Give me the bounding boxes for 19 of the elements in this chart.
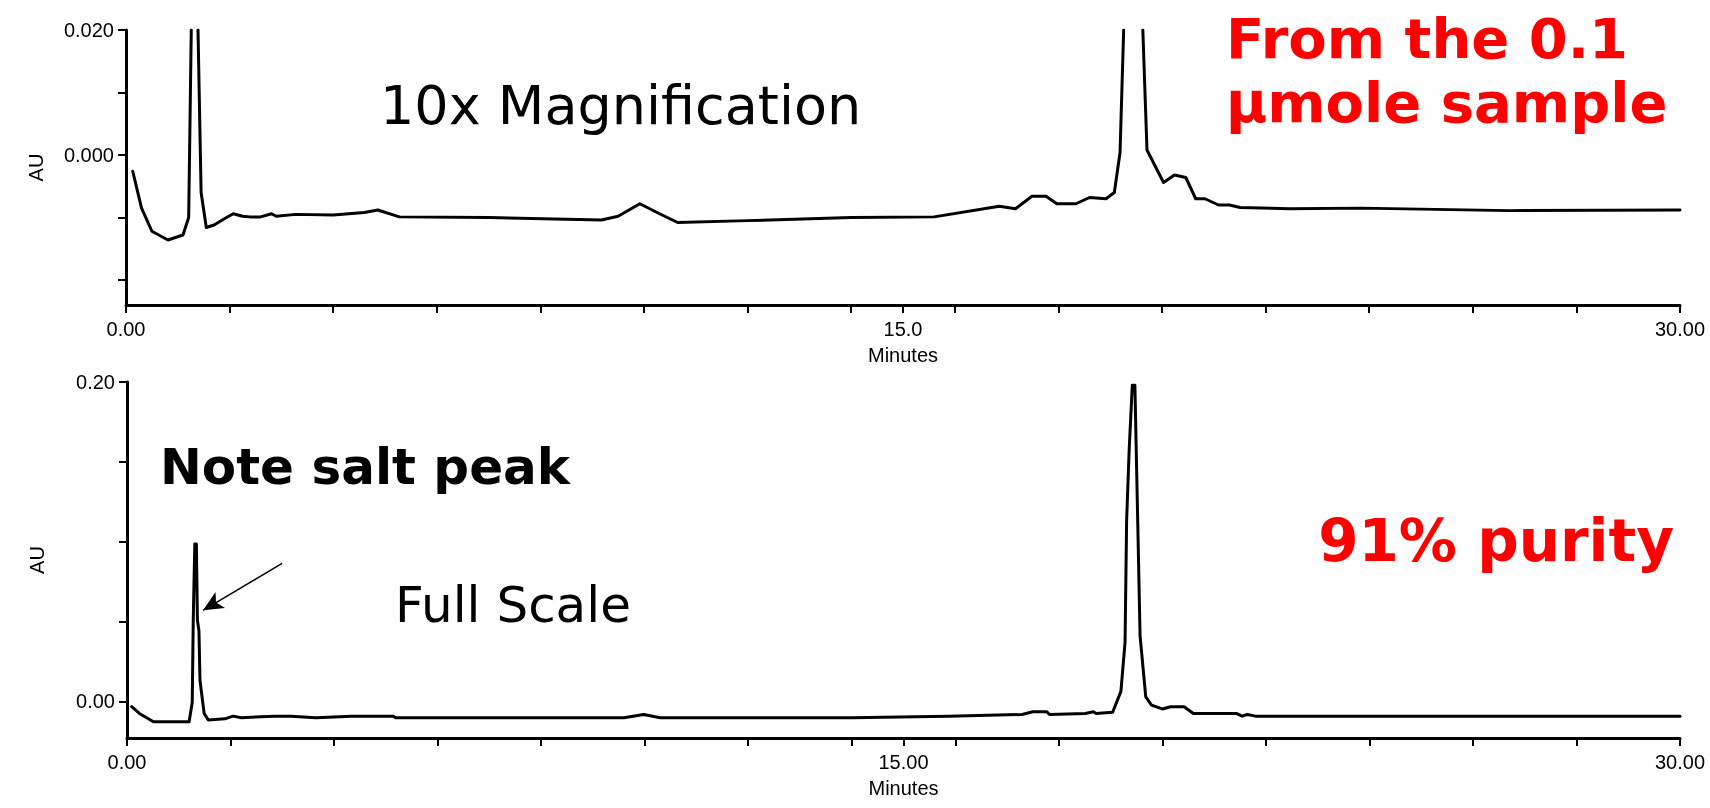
annotation: 91% purity	[1318, 507, 1675, 575]
x-axis-title: Minutes	[868, 777, 939, 799]
y-axis-title: AU	[26, 546, 48, 574]
x-tick-label: 0.00	[106, 318, 146, 340]
x-axis-title: Minutes	[867, 344, 939, 366]
y-tick-label: 0.00	[76, 690, 115, 713]
x-tick-label: 30.00	[1654, 751, 1706, 773]
y-tick-label: 0.020	[63, 19, 114, 41]
annotation: From the 0.1 μmole sample	[1226, 5, 1668, 135]
annotation: Note salt peak	[160, 438, 572, 496]
y-tick-label: 0.20	[76, 371, 115, 393]
x-tick-label: 15.00	[878, 751, 929, 773]
y-axis-title: AU	[25, 153, 47, 182]
x-tick-label: 15.0	[883, 318, 923, 340]
x-tick-label: 0.00	[107, 751, 147, 773]
x-tick-label: 30.00	[1654, 318, 1706, 340]
y-tick-label: 0.000	[63, 144, 114, 166]
annotation: Full Scale	[395, 576, 631, 634]
annotation: 10x Magnification	[380, 73, 862, 137]
